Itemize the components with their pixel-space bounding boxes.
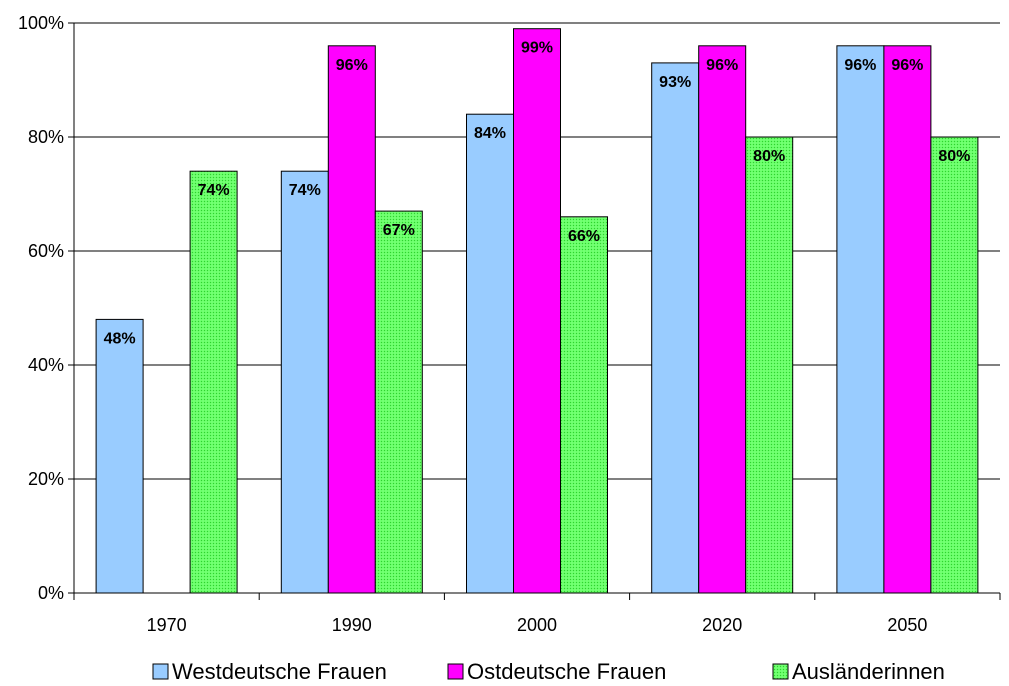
bar-ostdeutsche-frauen-2000 — [513, 28, 561, 594]
x-tick-label: 2050 — [887, 615, 927, 635]
data-label: 96% — [336, 57, 368, 74]
y-tick-label: 0% — [38, 583, 64, 603]
bar-ausl-nderinnen-1990 — [374, 210, 423, 594]
data-label: 96% — [844, 57, 876, 74]
data-label: 67% — [383, 222, 415, 239]
y-tick-label: 20% — [28, 469, 64, 489]
bar-ostdeutsche-frauen-1990 — [327, 45, 376, 594]
bar-ausl-nderinnen-2050 — [930, 136, 979, 594]
y-tick-label: 80% — [28, 127, 64, 147]
bar-westdeutsche-frauen-2000 — [466, 113, 514, 594]
y-tick-label: 40% — [28, 355, 64, 375]
x-tick-label: 1990 — [332, 615, 372, 635]
data-label: 96% — [891, 57, 923, 74]
x-tick-label: 2020 — [702, 615, 742, 635]
legend-label: Ostdeutsche Frauen — [467, 659, 666, 684]
data-label: 66% — [568, 228, 600, 245]
bar-ausl-nderinnen-2000 — [560, 216, 608, 594]
data-label: 74% — [198, 182, 230, 199]
data-label: 80% — [753, 148, 785, 165]
bar-ostdeutsche-frauen-2020 — [698, 45, 747, 594]
bar-westdeutsche-frauen-2020 — [651, 62, 700, 594]
x-tick-label: 1970 — [147, 615, 187, 635]
bar-ostdeutsche-frauen-2050 — [883, 45, 932, 594]
data-label: 74% — [289, 182, 321, 199]
y-tick-label: 60% — [28, 241, 64, 261]
legend-swatch — [772, 663, 789, 680]
data-label: 48% — [104, 330, 136, 347]
y-tick-label: 100% — [18, 13, 64, 33]
bar-westdeutsche-frauen-1970 — [95, 318, 144, 594]
bar-ausl-nderinnen-2020 — [745, 136, 794, 594]
legend-swatch — [152, 663, 169, 680]
legend-swatch — [447, 663, 464, 680]
bar-ausl-nderinnen-1970 — [189, 170, 238, 594]
data-label: 96% — [706, 57, 738, 74]
legend-label: Westdeutsche Frauen — [172, 659, 387, 684]
data-label: 93% — [659, 74, 691, 91]
bar-westdeutsche-frauen-1990 — [280, 170, 329, 594]
data-label: 99% — [521, 40, 553, 57]
legend-label: Ausländerinnen — [792, 659, 945, 684]
x-tick-label: 2000 — [517, 615, 557, 635]
data-label: 80% — [938, 148, 970, 165]
bar-westdeutsche-frauen-2050 — [836, 45, 885, 594]
data-label: 84% — [474, 125, 506, 142]
